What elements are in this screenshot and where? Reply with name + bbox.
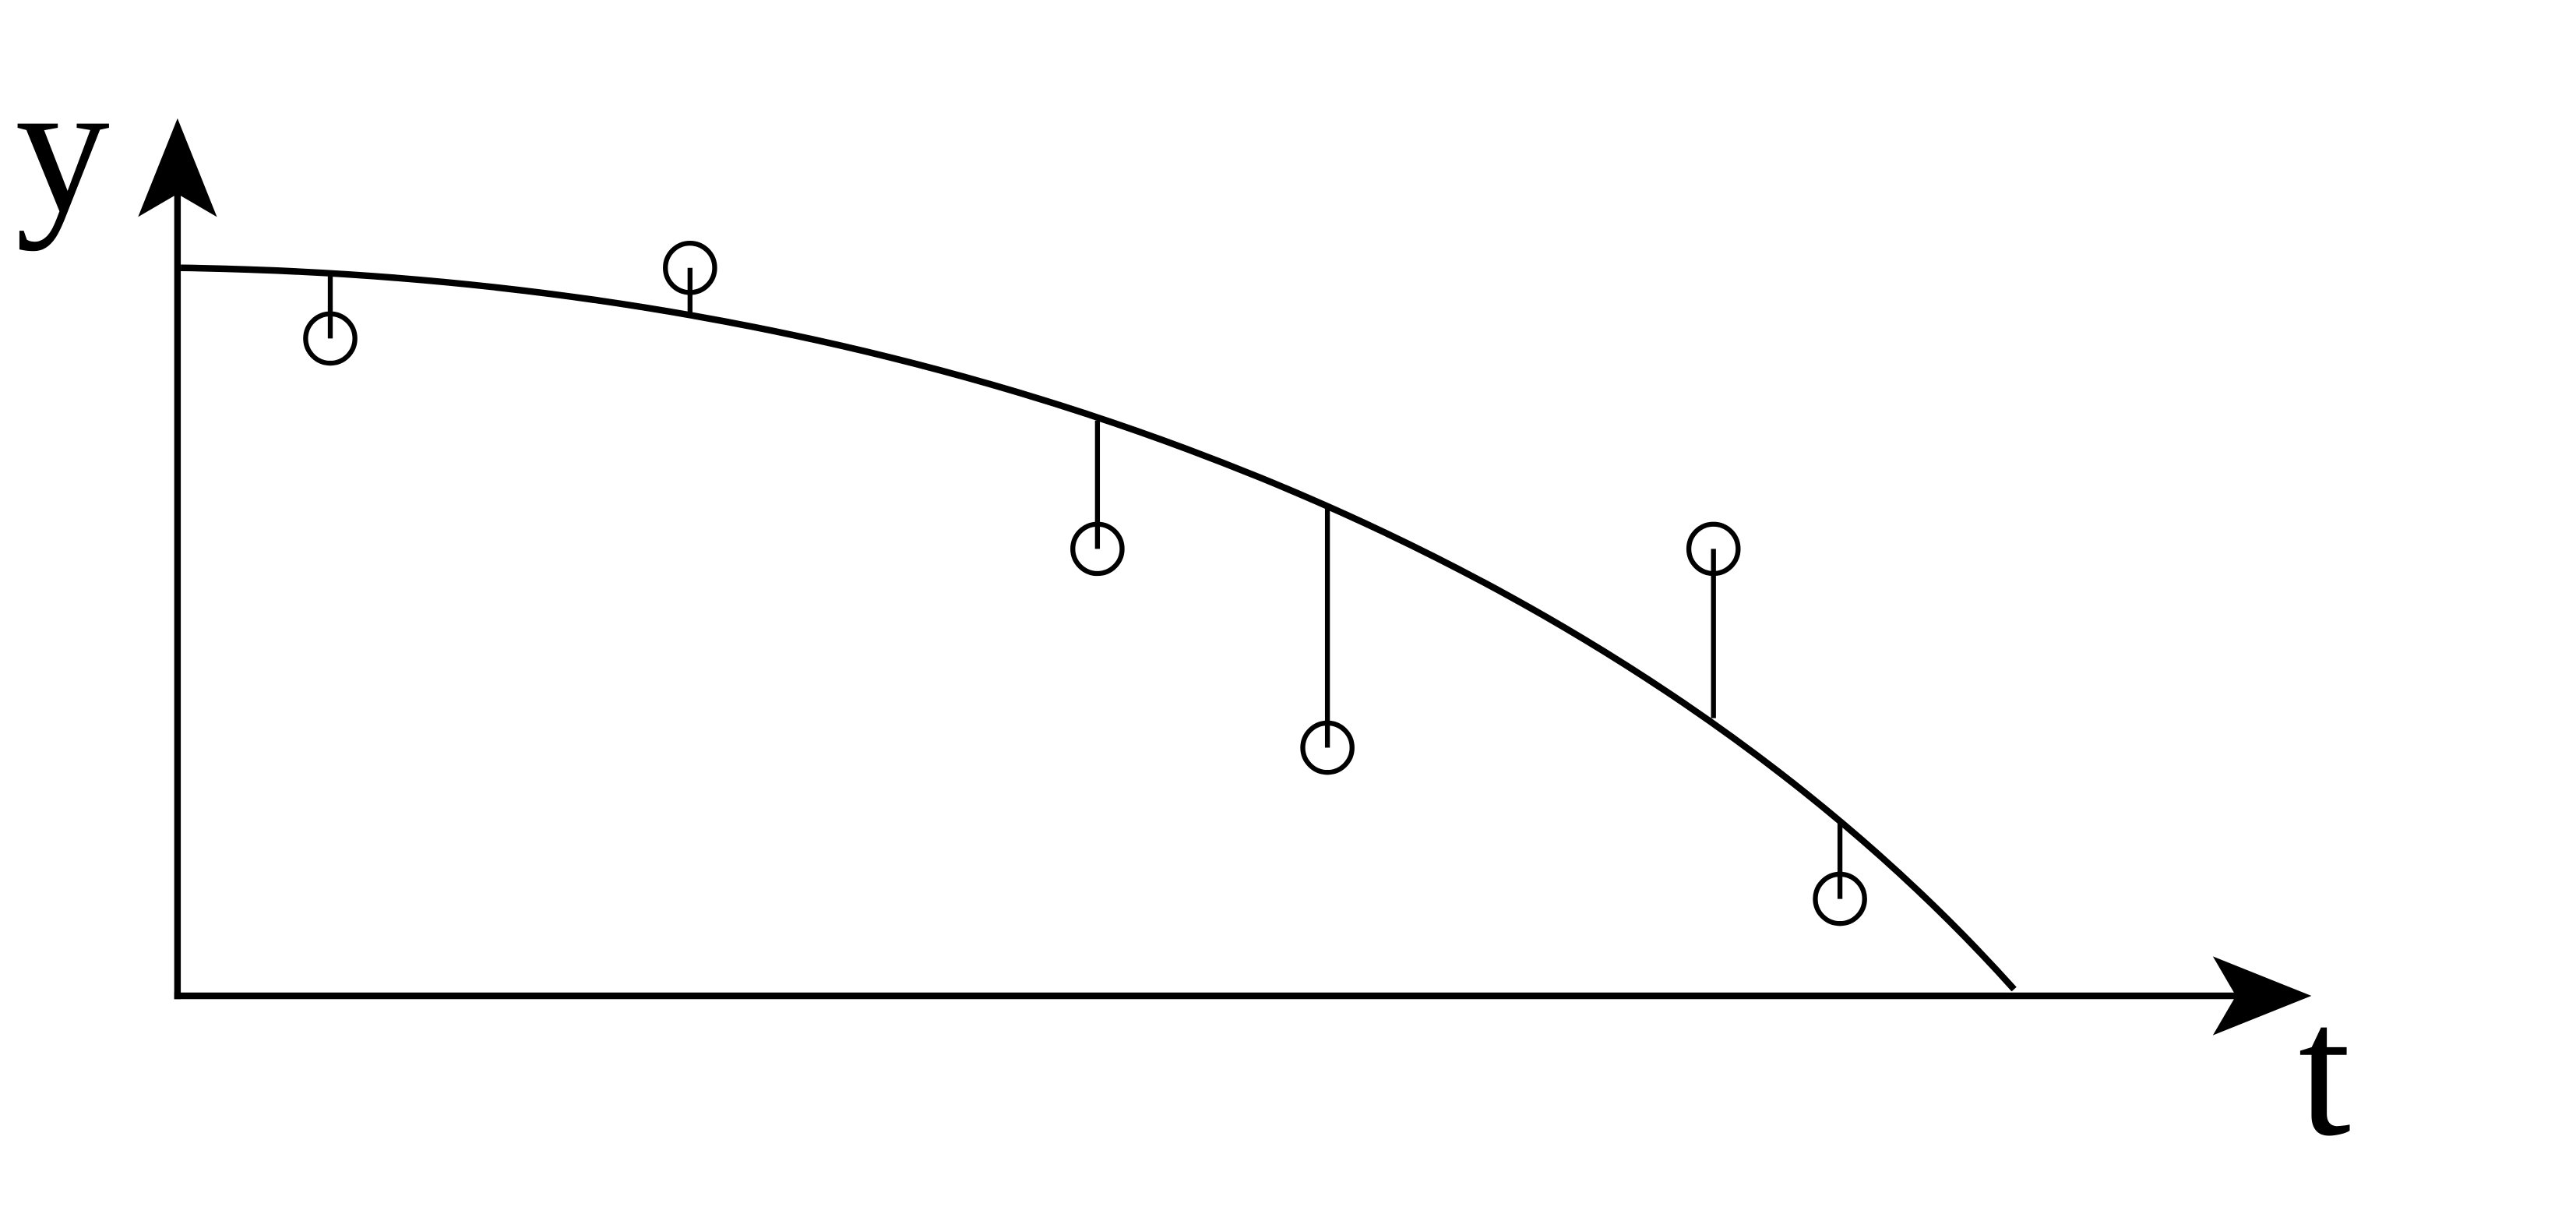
x-arrowhead bbox=[2212, 956, 2312, 1036]
y-axis-label: y bbox=[16, 43, 110, 252]
data-point bbox=[1300, 720, 1355, 775]
residuals bbox=[303, 240, 1867, 926]
data-point bbox=[663, 240, 717, 295]
x-axis-label: t bbox=[2299, 966, 2351, 1175]
fit-curve bbox=[181, 264, 2017, 992]
data-point bbox=[1686, 521, 1741, 577]
y-arrowhead bbox=[138, 118, 217, 217]
data-point bbox=[1813, 871, 1867, 926]
data-point bbox=[303, 311, 358, 366]
axes bbox=[174, 180, 2251, 1000]
data-point bbox=[1070, 521, 1125, 577]
